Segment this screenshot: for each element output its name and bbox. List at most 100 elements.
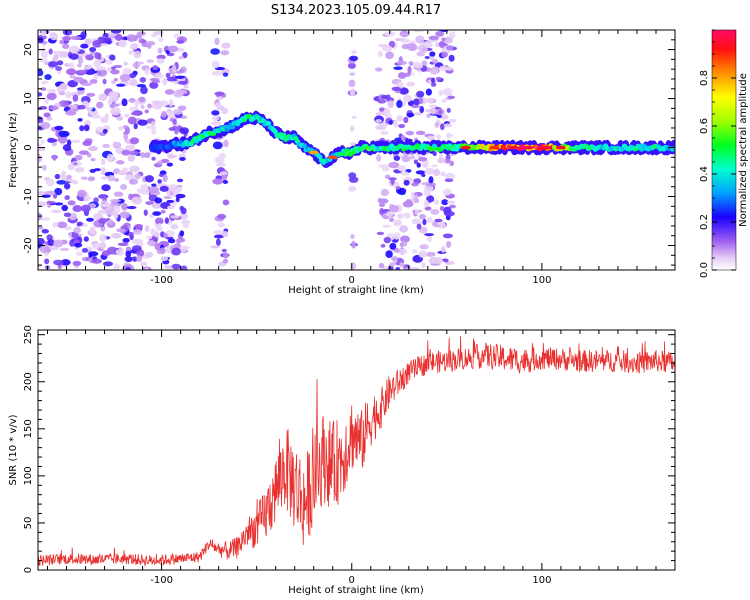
noise-blob bbox=[391, 256, 398, 261]
noise-blob bbox=[113, 77, 119, 82]
noise-blob bbox=[175, 70, 183, 74]
noise-blob bbox=[444, 178, 454, 183]
noise-blob bbox=[92, 243, 100, 250]
noise-blob bbox=[123, 113, 130, 118]
noise-blob bbox=[91, 258, 103, 264]
noise-blob bbox=[179, 230, 185, 237]
noise-blob bbox=[81, 204, 91, 213]
noise-blob bbox=[61, 170, 66, 177]
noise-blob bbox=[149, 213, 154, 218]
noise-blob bbox=[374, 67, 383, 72]
noise-blob bbox=[419, 45, 428, 54]
noise-blob bbox=[105, 59, 113, 65]
noise-blob bbox=[110, 30, 122, 34]
noise-blob bbox=[211, 120, 222, 126]
noise-blob bbox=[147, 43, 152, 49]
noise-blob bbox=[56, 85, 63, 93]
noise-blob bbox=[441, 51, 449, 58]
colorbar-gradient bbox=[711, 29, 737, 271]
noise-blob bbox=[129, 165, 140, 173]
noise-blob bbox=[378, 198, 389, 204]
noise-blob bbox=[123, 133, 128, 141]
noise-blob bbox=[73, 162, 78, 166]
noise-blob bbox=[38, 69, 44, 77]
noise-blob bbox=[178, 56, 185, 60]
noise-blob bbox=[160, 110, 167, 118]
noise-blob bbox=[82, 140, 92, 146]
noise-blob bbox=[415, 130, 426, 136]
noise-blob bbox=[214, 91, 225, 96]
colorbar-tick-label: 0.6 bbox=[699, 118, 710, 134]
noise-blob bbox=[63, 212, 71, 218]
noise-blob bbox=[180, 265, 188, 270]
noise-blob bbox=[106, 153, 114, 161]
noise-blob bbox=[151, 100, 162, 105]
noise-blob bbox=[46, 92, 57, 101]
noise-blob bbox=[121, 202, 128, 211]
noise-blob bbox=[151, 104, 159, 109]
noise-blob bbox=[382, 45, 393, 52]
noise-blob bbox=[102, 128, 108, 134]
noise-blob bbox=[58, 130, 69, 138]
noise-blob bbox=[123, 61, 128, 66]
noise-blob bbox=[85, 54, 94, 61]
noise-blob bbox=[166, 162, 173, 167]
noise-blob bbox=[449, 204, 456, 209]
noise-blob bbox=[440, 171, 446, 177]
noise-blob bbox=[416, 223, 422, 230]
noise-blob bbox=[110, 66, 116, 70]
noise-blob bbox=[38, 191, 47, 196]
noise-blob bbox=[67, 178, 74, 183]
noise-blob bbox=[96, 68, 108, 77]
noise-blob bbox=[408, 61, 414, 66]
noise-blob bbox=[378, 262, 385, 269]
noise-blob bbox=[143, 152, 151, 158]
noise-blob bbox=[102, 78, 107, 85]
noise-blob bbox=[395, 266, 401, 270]
noise-blob bbox=[115, 249, 125, 256]
noise-blob bbox=[52, 221, 59, 228]
noise-blob bbox=[54, 187, 63, 196]
noise-blob bbox=[99, 233, 107, 242]
noise-blob bbox=[349, 88, 356, 97]
noise-blob bbox=[41, 30, 47, 37]
noise-blob bbox=[71, 139, 81, 144]
noise-blob bbox=[49, 105, 59, 111]
colorbar: 0.0 0.2 0.4 0.6 0.8 Normalized spectral ampl… bbox=[699, 29, 749, 278]
noise-blob bbox=[155, 217, 164, 225]
noise-blob bbox=[211, 110, 220, 116]
noise-blob bbox=[157, 222, 162, 230]
noise-blob bbox=[73, 76, 84, 83]
noise-blob bbox=[85, 106, 94, 111]
noise-blob bbox=[101, 203, 109, 208]
noise-blob bbox=[128, 193, 133, 201]
noise-blob bbox=[144, 225, 150, 233]
noise-blob bbox=[399, 262, 405, 268]
noise-blob bbox=[146, 240, 156, 246]
noise-blob bbox=[167, 45, 179, 53]
noise-blob bbox=[128, 72, 137, 79]
noise-blob bbox=[413, 159, 419, 165]
noise-blob bbox=[222, 252, 229, 259]
noise-blob bbox=[428, 176, 434, 184]
noise-blob bbox=[41, 80, 49, 85]
noise-blob bbox=[93, 60, 102, 68]
noise-blob bbox=[376, 231, 385, 236]
noise-blob bbox=[70, 36, 82, 41]
noise-blob bbox=[46, 116, 53, 121]
noise-blob bbox=[38, 226, 44, 230]
noise-blob bbox=[76, 104, 86, 110]
noise-blob bbox=[109, 54, 116, 61]
noise-blob bbox=[382, 266, 389, 270]
noise-blob bbox=[444, 158, 451, 164]
noise-blob bbox=[378, 164, 390, 169]
noise-blob bbox=[160, 158, 170, 164]
noise-blob bbox=[78, 150, 90, 156]
noise-blob bbox=[348, 172, 357, 179]
noise-blob bbox=[47, 61, 59, 68]
noise-blob bbox=[42, 164, 47, 171]
noise-blob bbox=[406, 199, 412, 203]
noise-blob bbox=[120, 184, 128, 191]
